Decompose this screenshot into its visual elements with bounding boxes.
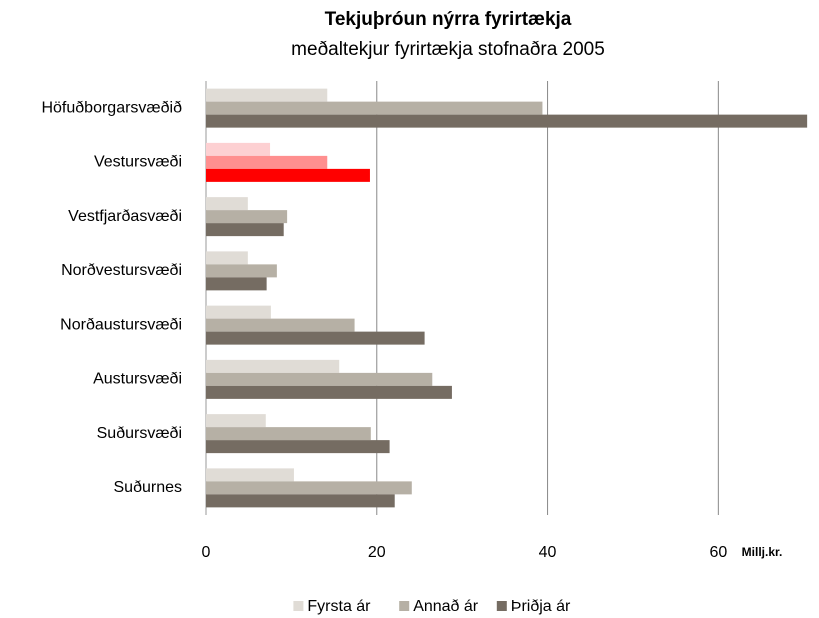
y-tick-label: Suðursvæði <box>97 425 182 442</box>
bar <box>206 305 271 319</box>
legend-swatch <box>399 601 410 611</box>
bar <box>206 168 370 182</box>
bar <box>206 359 340 373</box>
x-tick-label: 60 <box>709 544 727 561</box>
bar <box>206 223 284 237</box>
bar <box>206 468 294 482</box>
y-tick-label: Höfuðborgarsvæðið <box>41 99 182 116</box>
bar <box>206 142 271 156</box>
legend-label: Fyrsta ár <box>307 598 371 615</box>
bar <box>206 277 267 291</box>
x-tick-label: 40 <box>539 544 557 561</box>
y-tick-label: Vestfjarðasvæði <box>68 208 182 225</box>
bar <box>206 494 395 508</box>
bar <box>206 440 390 454</box>
y-tick-label: Norðvestursvæði <box>61 262 182 279</box>
bar <box>206 264 277 278</box>
bar <box>206 114 808 128</box>
y-tick-label: Suðurnes <box>114 479 183 496</box>
bar <box>206 372 433 386</box>
bar <box>206 414 266 428</box>
bar <box>206 155 328 169</box>
bar <box>206 251 248 265</box>
bar <box>206 385 452 399</box>
bar <box>206 210 288 224</box>
y-tick-label: Austursvæði <box>93 371 182 388</box>
y-tick-label: Norðaustursvæði <box>60 316 182 333</box>
chart-title: Tekjuþróun nýrra fyrirtækja <box>325 9 572 30</box>
y-tick-label: Vestursvæði <box>94 154 182 171</box>
bar <box>206 197 248 211</box>
bar <box>206 88 328 102</box>
x-tick-label: 20 <box>368 544 386 561</box>
bar <box>206 318 355 332</box>
legend-label: Þriðja ár <box>511 598 571 615</box>
bar <box>206 101 543 115</box>
legend-label: Annað ár <box>413 598 479 615</box>
chart-subtitle: meðaltekjur fyrirtækja stofnaðra 2005 <box>291 39 605 60</box>
bar <box>206 427 371 441</box>
x-axis-label: Millj.kr. <box>742 545 783 559</box>
legend-swatch <box>496 601 507 611</box>
x-tick-label: 0 <box>202 544 211 561</box>
bar <box>206 331 425 345</box>
legend-swatch <box>293 601 304 611</box>
bar <box>206 481 412 495</box>
